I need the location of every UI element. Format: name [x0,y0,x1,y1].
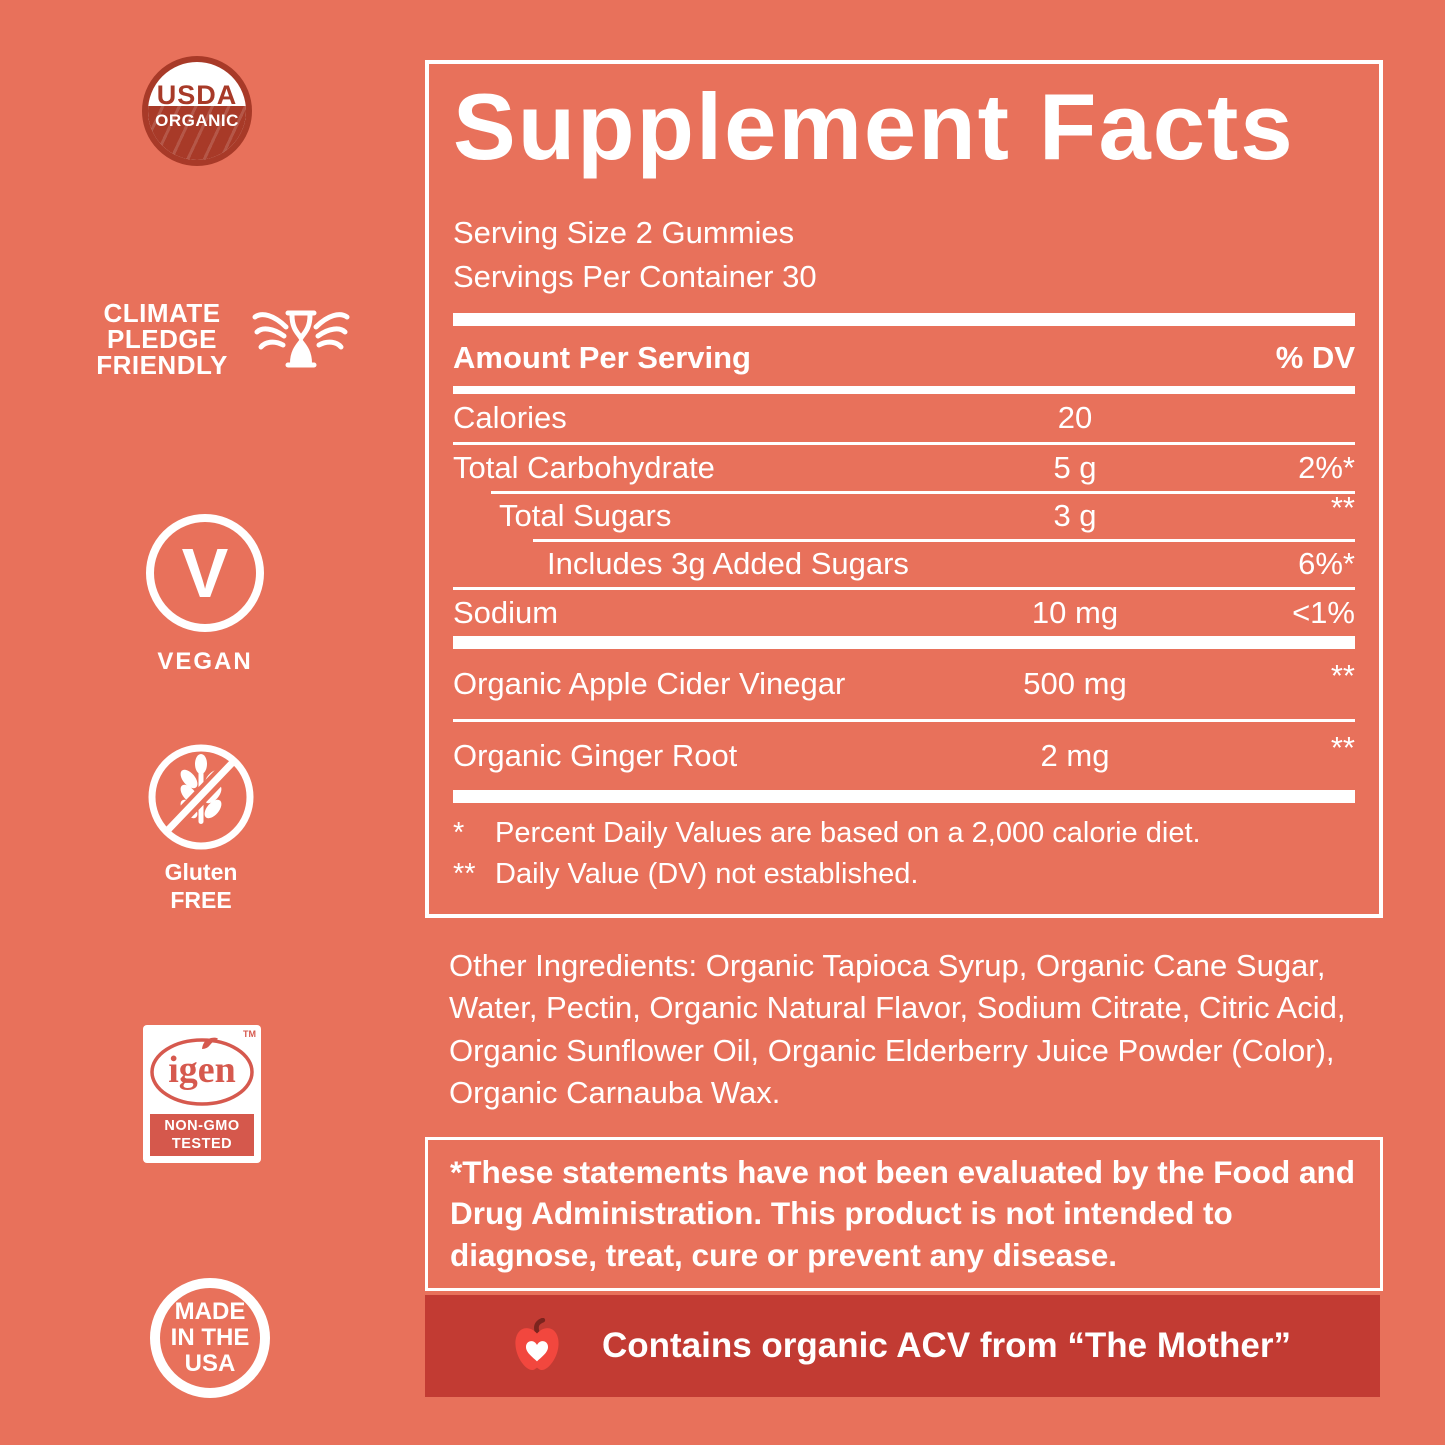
table-row-sodium: Sodium 10 mg <1% [453,590,1355,636]
footnote-daily-values: * Percent Daily Values are based on a 2,… [453,817,1355,850]
footnote-marker: * [453,816,465,849]
climate-pledge-friendly-badge: CLIMATE PLEDGE FRIENDLY [84,300,350,378]
leaf-icon [202,1037,218,1049]
dv-header: % DV [1275,339,1355,375]
table-row-added-sugars: Includes 3g Added Sugars 6%* [453,542,1355,587]
row-divider [453,718,1355,722]
igen-oval-outline [150,1038,254,1106]
usda-organic-badge: USDA ORGANIC [142,56,252,166]
climate-pledge-line: PLEDGE [107,324,217,354]
tested-line: TESTED [171,1136,233,1152]
table-row-total-carbohydrate: Total Carbohydrate 5 g 2%* [453,445,1355,491]
row-divider [453,441,1355,445]
trademark-symbol: TM [243,1029,256,1039]
row-name: Calories [453,399,567,435]
row-divider [491,490,1355,494]
fda-disclaimer-box: *These statements have not been evaluate… [425,1137,1383,1291]
row-dv: ** [1330,729,1355,765]
separator-bar [453,385,1355,394]
row-name: Sodium [453,594,559,630]
table-row-ginger-root: Organic Ginger Root 2 mg ** [453,722,1355,790]
usda-organic-label: ORGANIC [148,106,246,160]
separator-bar [453,312,1355,326]
table-row-total-sugars: Total Sugars 3 g ** [453,490,1355,539]
row-divider [453,586,1355,590]
wheat-crossed-icon [148,744,254,850]
igen-logo: igen [168,1049,236,1091]
gluten-line: Gluten [164,859,238,885]
row-name: Organic Ginger Root [453,737,738,773]
gluten-free-label: Gluten FREE [125,858,277,914]
footnote-text: Percent Daily Values are based on a 2,00… [495,816,1201,849]
servings-per-container: Servings Per Container 30 [453,258,817,294]
climate-pledge-line: FRIENDLY [96,350,228,380]
separator-bar [453,635,1355,649]
climate-pledge-text: CLIMATE PLEDGE FRIENDLY [84,300,240,378]
row-dv: <1% [1292,594,1355,630]
usda-label: USDA [156,80,238,110]
free-line: FREE [170,887,232,914]
row-dv: 6%* [1298,546,1355,582]
row-name: Includes 3g Added Sugars [547,546,909,582]
supplement-facts-panel: Supplement Facts Serving Size 2 Gummies … [425,60,1383,918]
in-the-line: IN THE [170,1324,250,1352]
row-amount: 5 g [1053,449,1097,485]
banner-text: Contains organic ACV from “The Mother” [601,1326,1291,1365]
row-amount: 2 mg [1040,737,1110,773]
row-name: Total Sugars [499,498,672,534]
apple-heart-icon [515,1318,559,1370]
vegan-badge: V [146,514,264,632]
row-divider [533,538,1355,542]
non-gmo-line: NON-GMO [164,1117,240,1134]
footnote-dv-not-established: ** Daily Value (DV) not established. [453,858,1355,891]
row-name: Total Carbohydrate [453,449,715,485]
made-line: MADE [174,1298,246,1326]
panel-title: Supplement Facts [453,74,1295,179]
table-header-row: Amount Per Serving % DV [453,336,1355,380]
row-dv: ** [1330,490,1355,526]
row-amount: 10 mg [1031,594,1119,630]
row-name: Organic Apple Cider Vinegar [453,665,846,701]
row-dv: ** [1330,657,1355,693]
other-ingredients-text: Other Ingredients: Organic Tapioca Syrup… [449,948,1346,1111]
serving-size: Serving Size 2 Gummies [453,214,795,250]
table-row-calories: Calories 20 [453,394,1355,442]
row-amount: 3 g [1053,498,1097,534]
winged-hourglass-icon [252,310,350,368]
vegan-label: VEGAN [157,648,253,675]
footnote-text: Daily Value (DV) not established. [495,857,919,890]
row-dv: 2%* [1298,449,1355,485]
made-in-usa-badge: MADE IN THE USA [150,1278,270,1398]
amount-per-serving-header: Amount Per Serving [453,339,751,375]
table-row-apple-cider-vinegar: Organic Apple Cider Vinegar 500 mg ** [453,649,1355,719]
vegan-letter: V [181,534,229,612]
footnote-marker: ** [453,857,476,890]
separator-bar [453,789,1355,803]
row-amount: 500 mg [1023,665,1127,701]
non-gmo-tested-band: NON-GMO TESTED [150,1114,254,1156]
usa-line: USA [184,1349,236,1377]
acv-mother-banner: Contains organic ACV from “The Mother” [425,1295,1380,1397]
igen-non-gmo-badge: TM igen NON-GMO TESTED [143,1025,261,1163]
climate-pledge-line: CLIMATE [103,298,221,328]
row-amount: 20 [1057,399,1093,435]
